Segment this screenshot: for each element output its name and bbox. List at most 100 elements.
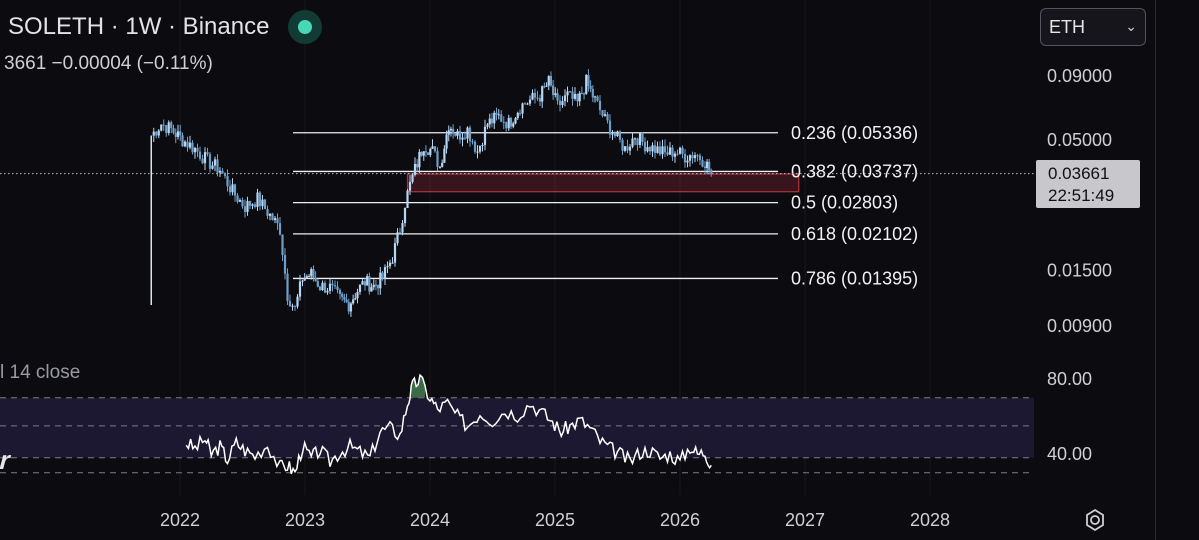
candle (486, 122, 489, 130)
candle (466, 126, 469, 144)
candle (331, 280, 334, 292)
candle (681, 145, 684, 159)
candle-body (636, 138, 639, 146)
candle-body (293, 305, 297, 307)
candle (370, 283, 373, 292)
candle-body (438, 166, 442, 168)
candle-body (283, 255, 287, 274)
candle-body (206, 152, 209, 155)
candle (167, 120, 170, 136)
candle (509, 116, 513, 130)
candle (162, 119, 165, 132)
fib-level-label: 0.618 (0.02102) (791, 224, 918, 244)
candle (656, 141, 659, 154)
candle (698, 153, 702, 166)
candle (391, 257, 394, 264)
candle-body (408, 181, 412, 191)
candle (456, 128, 459, 140)
indicator-label: l 14 close (0, 362, 81, 383)
candle-body (638, 132, 642, 146)
candle (558, 95, 562, 112)
candle (251, 203, 254, 210)
candle (666, 145, 669, 156)
candle-body (228, 186, 232, 193)
candle-body (420, 151, 423, 156)
candle (323, 280, 327, 294)
candle-body (336, 286, 339, 290)
candle-body (458, 131, 462, 140)
candle-body (587, 75, 590, 86)
candle (678, 146, 682, 155)
candle-body (673, 153, 677, 157)
market-status-icon[interactable] (288, 10, 322, 44)
candle (596, 95, 599, 102)
candle (431, 139, 434, 150)
candle (533, 88, 537, 104)
candle-body (221, 170, 224, 174)
candle-body (248, 201, 252, 206)
candle (203, 147, 207, 170)
candle-body (352, 299, 355, 304)
candle-body (507, 117, 510, 129)
candle-body (443, 148, 446, 163)
candle (449, 126, 453, 137)
candle-body (179, 131, 182, 136)
candle-body (281, 234, 284, 256)
candle (193, 146, 197, 159)
compare-symbol-select[interactable]: ETH ⌄ (1040, 8, 1146, 46)
candle-body (198, 151, 202, 159)
candle-body (454, 133, 457, 136)
candle (576, 93, 579, 107)
candle (436, 147, 439, 172)
candle-body (476, 151, 479, 153)
candle (536, 90, 539, 101)
candle-body (486, 124, 489, 127)
candle (286, 268, 289, 305)
candle-body (505, 122, 508, 129)
candle (438, 166, 442, 169)
candle-body (411, 174, 414, 182)
candle (668, 142, 672, 155)
candle (623, 146, 627, 153)
candle (683, 148, 687, 168)
candle-body (413, 163, 417, 175)
candle-body (418, 151, 421, 168)
candle (347, 298, 350, 315)
candle (379, 266, 382, 295)
candle (648, 145, 652, 155)
candle-body (170, 122, 173, 129)
candle-body (708, 161, 711, 171)
candle-body (298, 281, 302, 297)
candle (608, 114, 612, 139)
candle-body (576, 93, 579, 102)
candle (653, 139, 657, 159)
candle (411, 173, 414, 184)
y-tick-label: 0.01500 (1047, 261, 1112, 281)
candle (502, 116, 505, 130)
candle (606, 112, 609, 124)
candle (349, 301, 353, 317)
candle (198, 146, 202, 161)
candle-body (314, 277, 317, 282)
support-zone (406, 173, 800, 193)
candle (356, 288, 359, 304)
candle (268, 213, 272, 221)
candle-body (601, 110, 604, 116)
candle (708, 158, 711, 175)
candle-body (502, 121, 505, 123)
candle-body (253, 204, 257, 207)
candle (585, 74, 588, 95)
candle (573, 87, 577, 101)
candle (611, 130, 614, 140)
candle (152, 127, 155, 143)
candle (420, 151, 423, 157)
settings-gear-icon[interactable] (1083, 508, 1107, 532)
candle (516, 111, 519, 121)
y-tick-label: 0.00900 (1047, 316, 1112, 336)
candle-body (183, 141, 187, 147)
candle (541, 85, 544, 108)
candle-body (456, 131, 459, 136)
candle (358, 284, 362, 295)
candle (422, 151, 425, 161)
